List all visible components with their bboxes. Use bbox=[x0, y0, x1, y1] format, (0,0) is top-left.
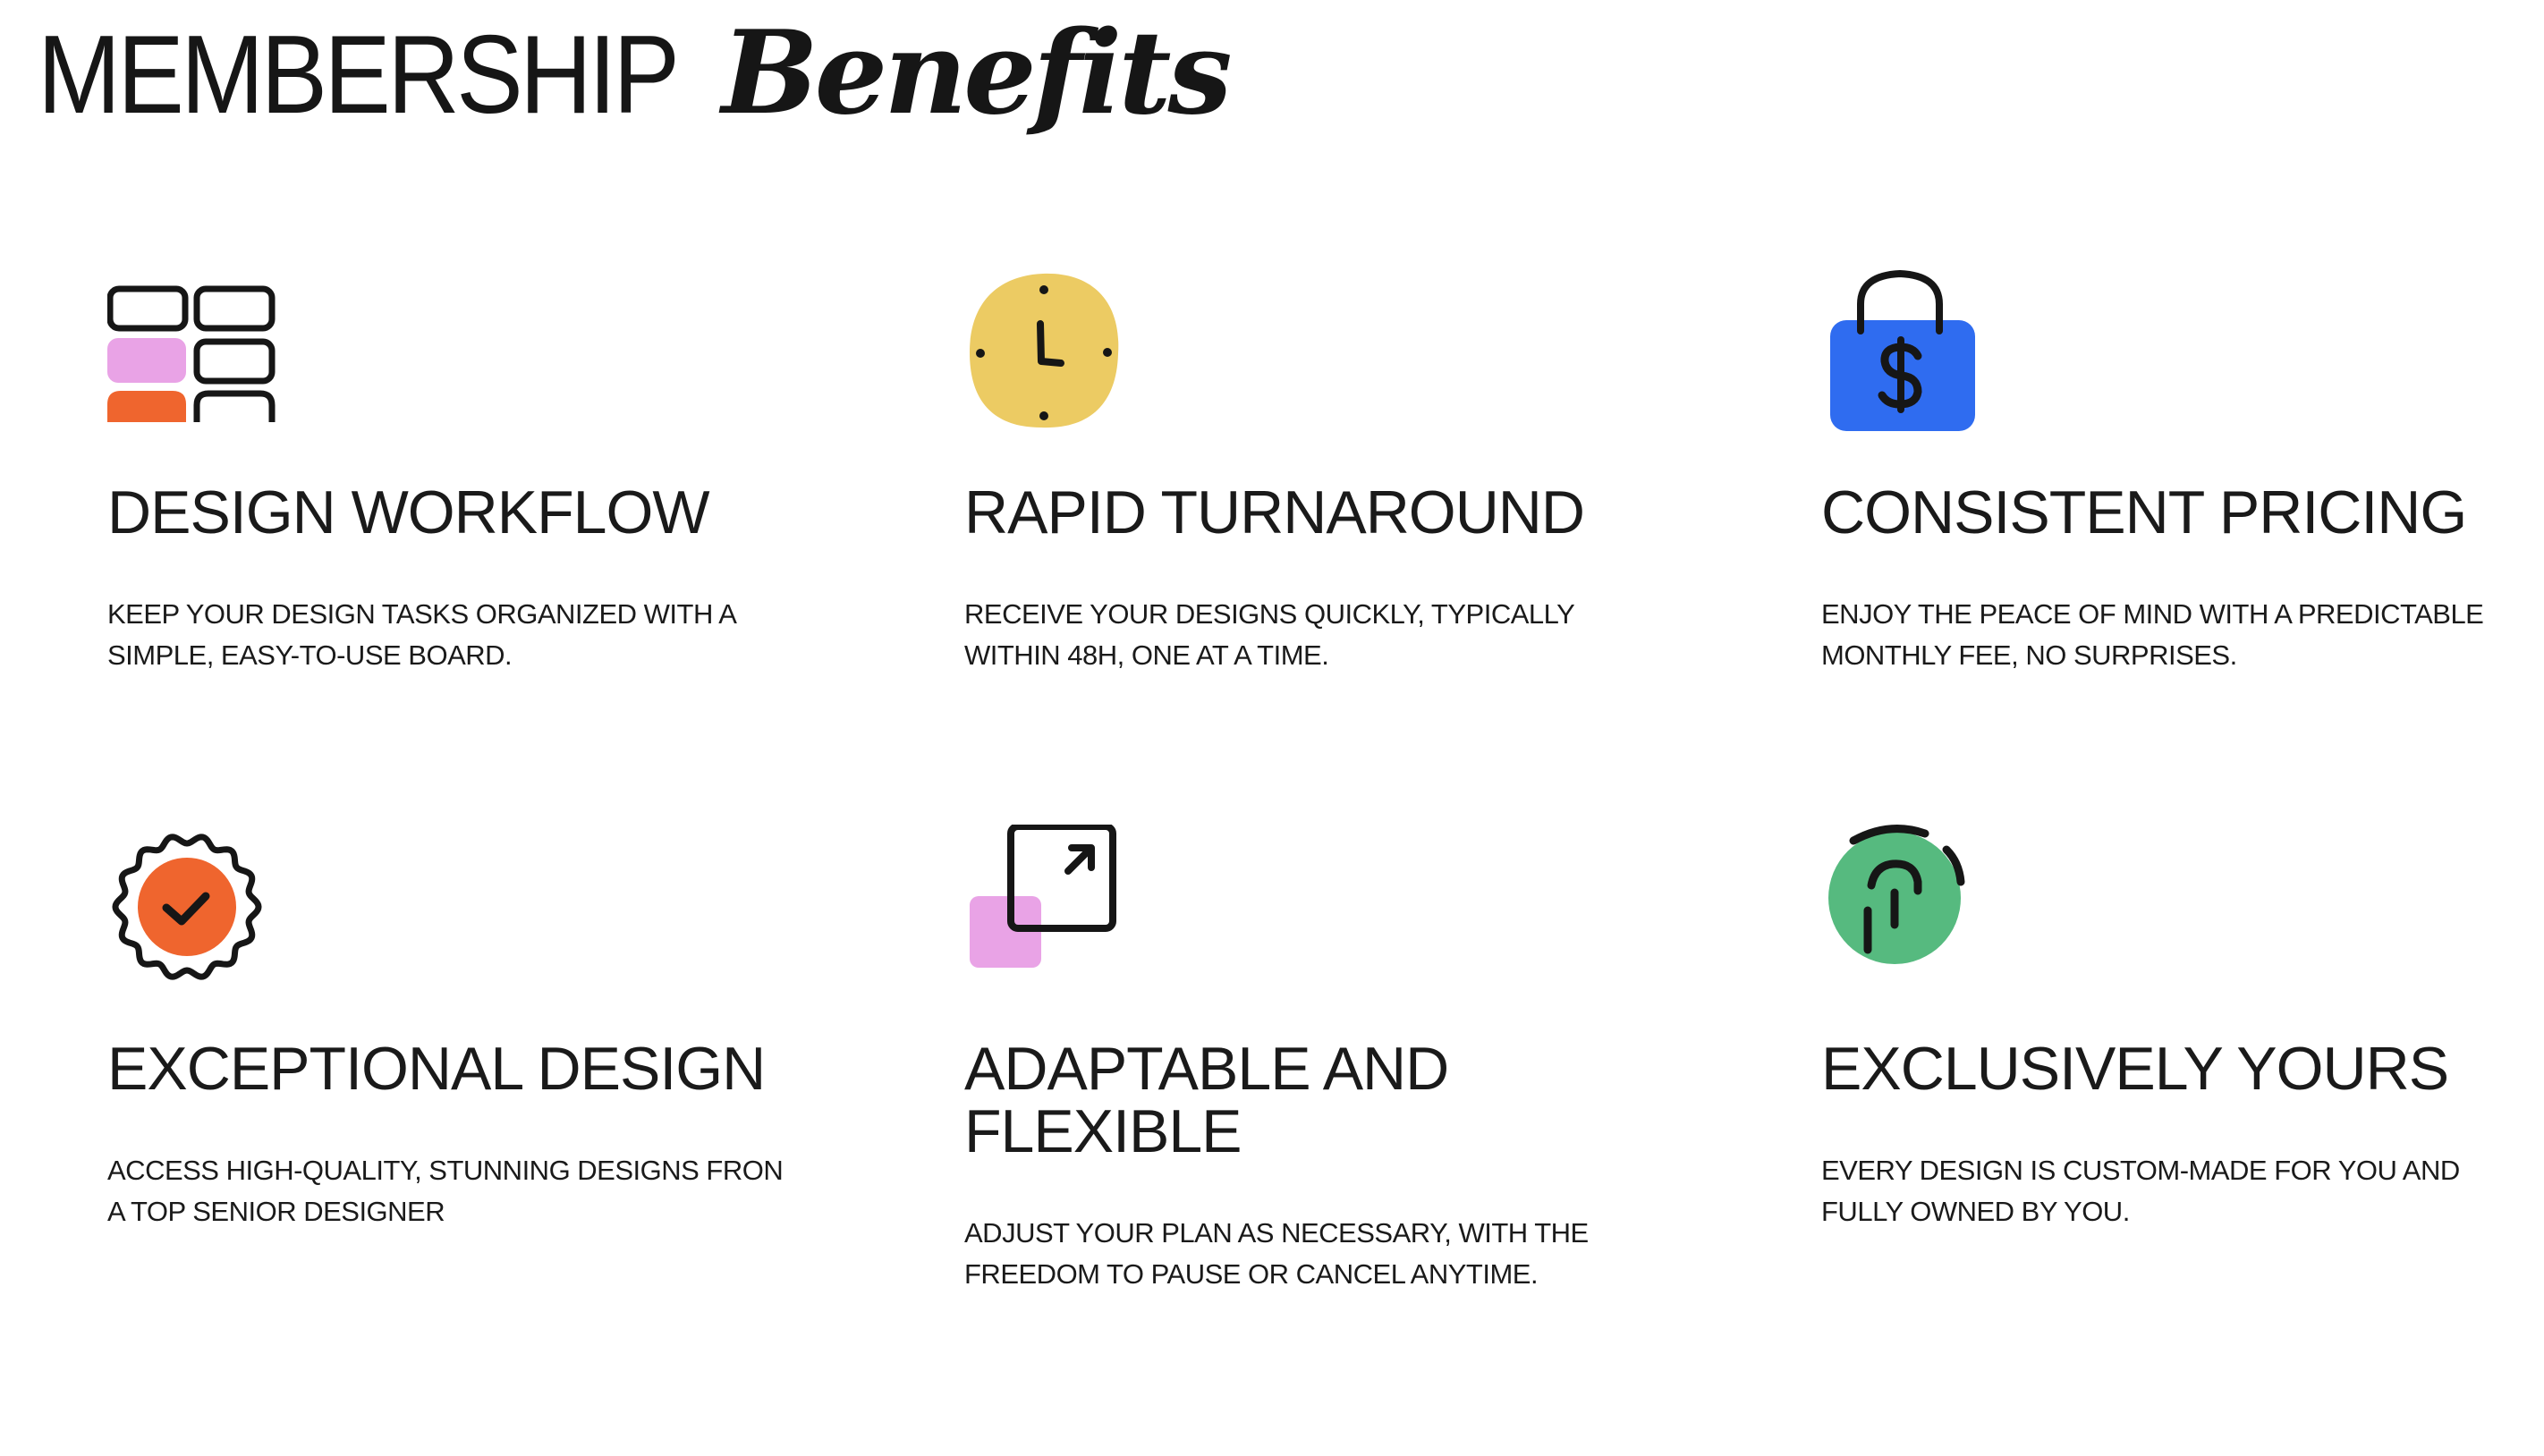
benefit-description: ACCESS HIGH-QUALITY, STUNNING DESIGNS FR… bbox=[107, 1155, 784, 1227]
benefit-title: ADAPTABLE AND FLEXIBLE bbox=[964, 1035, 1449, 1165]
benefit-description: ADJUST YOUR PLAN AS NECESSARY, WITH THE … bbox=[964, 1217, 1589, 1290]
badge-check-icon bbox=[107, 825, 277, 995]
benefit-description: KEEP YOUR DESIGN TASKS ORGANIZED WITH A … bbox=[107, 598, 735, 671]
benefit-title: EXCEPTIONAL DESIGN bbox=[107, 1035, 766, 1103]
dollar-bag-icon bbox=[1821, 268, 1991, 438]
expand-arrow-icon bbox=[964, 825, 1134, 995]
fingerprint-icon bbox=[1821, 825, 1991, 995]
benefit-title: RAPID TURNAROUND bbox=[964, 478, 1585, 546]
title-strong: MEMBERSHIP bbox=[38, 13, 680, 137]
benefit-title: DESIGN WORKFLOW bbox=[107, 478, 710, 546]
clock-icon bbox=[964, 268, 1134, 438]
benefit-title: CONSISTENT PRICING bbox=[1821, 478, 2467, 546]
title-italic: Benefits bbox=[721, 6, 1233, 140]
kanban-board-icon bbox=[107, 268, 277, 438]
benefit-description: ENJOY THE PEACE OF MIND WITH A PREDICTAB… bbox=[1821, 598, 2484, 671]
page-title: MEMBERSHIP Benefits bbox=[38, 6, 1233, 140]
benefit-title: EXCLUSIVELY YOURS bbox=[1821, 1035, 2449, 1103]
benefit-description: EVERY DESIGN IS CUSTOM-MADE FOR YOU AND … bbox=[1821, 1155, 2460, 1227]
benefit-description: RECEIVE YOUR DESIGNS QUICKLY, TYPICALLY … bbox=[964, 598, 1574, 671]
